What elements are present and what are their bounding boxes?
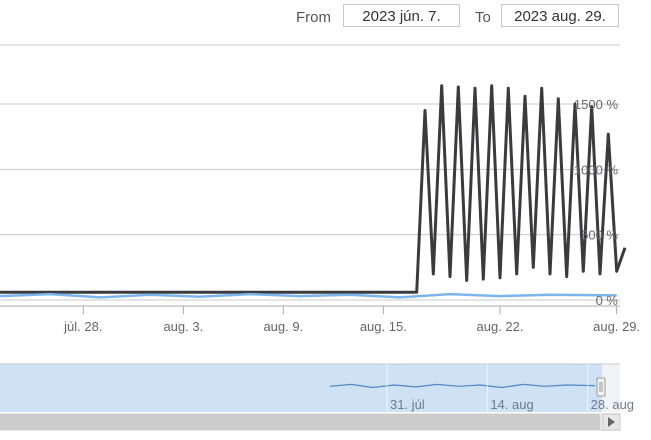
navigator-series — [329, 383, 595, 389]
to-label: To — [475, 9, 491, 26]
x-tick-label: júl. 28. — [63, 319, 102, 334]
y-tick-label: 500 % — [581, 228, 618, 243]
from-date-input[interactable]: 2023 jún. 7. — [343, 4, 460, 27]
range-selector: From 2023 jún. 7. To 2023 aug. 29. — [0, 0, 651, 38]
series-layer — [0, 84, 627, 299]
x-tick-label: aug. 22. — [477, 319, 524, 334]
scrollbar[interactable] — [0, 413, 621, 431]
x-axis: júl. 28. aug. 3. aug. 9. aug. 15. aug. 22. au… — [0, 305, 640, 334]
navigator-tick-label: 14. aug — [490, 397, 533, 412]
y-gridlines — [0, 103, 620, 301]
navigator-tick-label: 31. júl — [390, 397, 425, 412]
navigator-axis: 31. júl 14. aug 28. aug — [386, 364, 634, 412]
navigator-unselected-range — [602, 364, 620, 412]
y-axis: 0 % 500 % 1000 % 1500 % — [574, 97, 619, 308]
y-tick-label: 0 % — [596, 293, 619, 308]
navigator[interactable]: 31. júl 14. aug 28. aug — [0, 363, 634, 412]
series-line-1 — [0, 292, 617, 299]
x-tick-label: aug. 15. — [360, 319, 407, 334]
scrollbar-thumb[interactable] — [0, 414, 600, 430]
to-date-input[interactable]: 2023 aug. 29. — [501, 4, 619, 27]
x-tick-label: aug. 9. — [263, 319, 303, 334]
series-line-0 — [0, 84, 627, 294]
arrow-right-icon — [608, 417, 615, 427]
y-tick-label: 1000 % — [574, 162, 619, 177]
navigator-right-handle[interactable] — [596, 377, 606, 397]
from-label: From — [296, 9, 331, 26]
navigator-series-line — [329, 383, 595, 389]
navigator-tick-label: 28. aug — [591, 397, 634, 412]
x-tick-label: aug. 29. — [593, 319, 640, 334]
x-tick-label: aug. 3. — [163, 319, 203, 334]
y-tick-label: 1500 % — [574, 97, 619, 112]
